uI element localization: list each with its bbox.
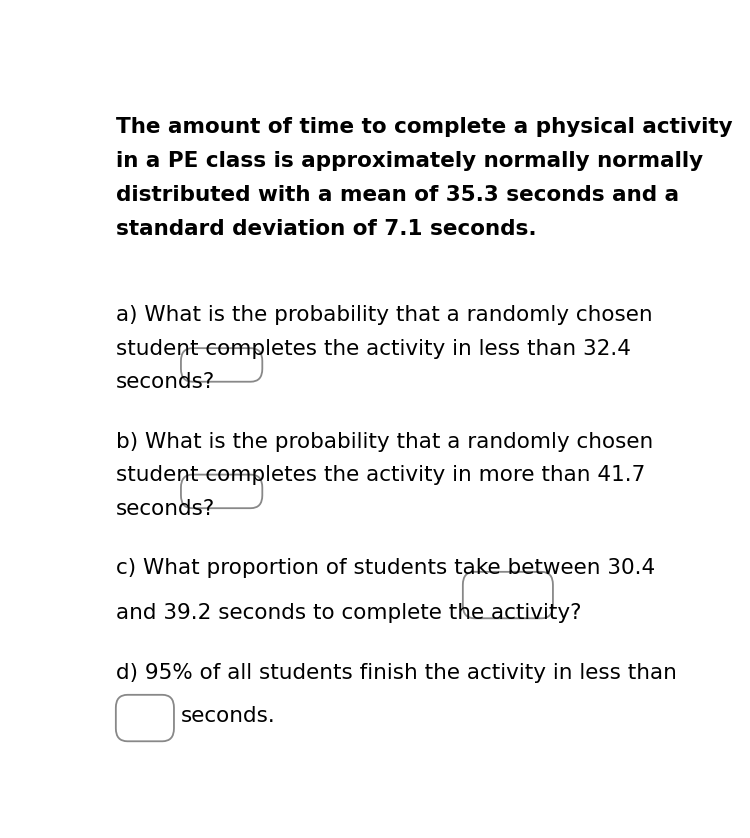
Text: c) What proportion of students take between 30.4: c) What proportion of students take betw… xyxy=(116,558,655,578)
Text: and 39.2 seconds to complete the activity?: and 39.2 seconds to complete the activit… xyxy=(116,603,581,623)
Text: standard deviation of 7.1 seconds.: standard deviation of 7.1 seconds. xyxy=(116,220,536,240)
Text: distributed with a mean of 35.3 seconds and a: distributed with a mean of 35.3 seconds … xyxy=(116,185,679,205)
Text: seconds?: seconds? xyxy=(116,372,215,392)
FancyBboxPatch shape xyxy=(116,695,174,742)
Text: student completes the activity in less than 32.4: student completes the activity in less t… xyxy=(116,339,631,359)
FancyBboxPatch shape xyxy=(181,348,262,382)
Text: The amount of time to complete a physical activity: The amount of time to complete a physica… xyxy=(116,116,733,137)
FancyBboxPatch shape xyxy=(463,572,553,618)
Text: seconds?: seconds? xyxy=(116,499,215,519)
Text: seconds.: seconds. xyxy=(181,706,276,727)
Text: in a PE class is approximately normally normally: in a PE class is approximately normally … xyxy=(116,151,703,171)
Text: a) What is the probability that a randomly chosen: a) What is the probability that a random… xyxy=(116,305,652,325)
Text: b) What is the probability that a randomly chosen: b) What is the probability that a random… xyxy=(116,432,653,452)
FancyBboxPatch shape xyxy=(181,474,262,508)
Text: student completes the activity in more than 41.7: student completes the activity in more t… xyxy=(116,465,645,485)
Text: d) 95% of all students finish the activity in less than: d) 95% of all students finish the activi… xyxy=(116,663,676,683)
